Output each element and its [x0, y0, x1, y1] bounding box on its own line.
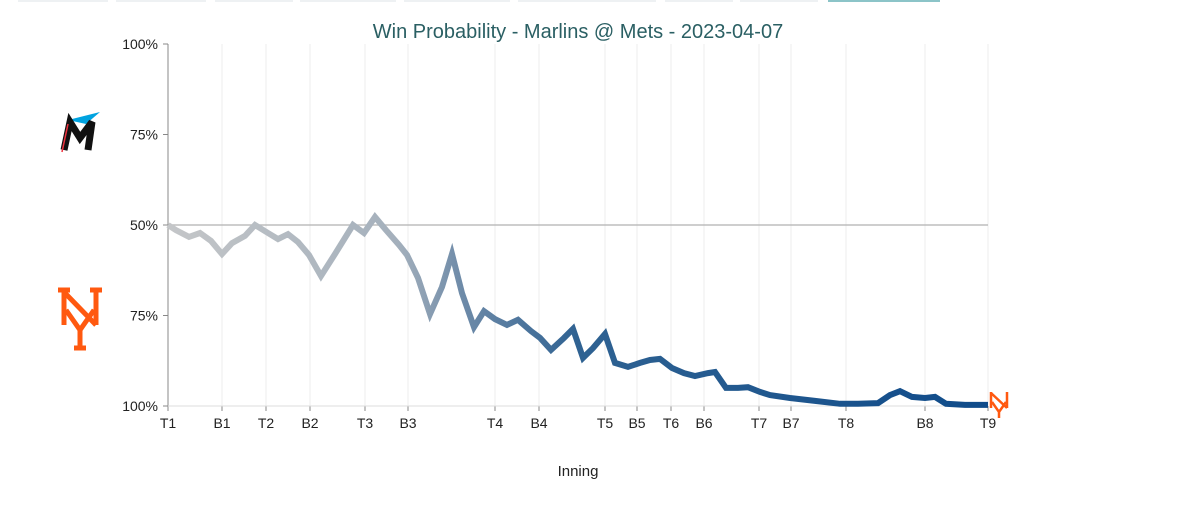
y-tick-label: 75% [130, 127, 158, 143]
x-tick-label: T5 [597, 415, 614, 431]
x-tick-label: T9 [980, 415, 997, 431]
x-axis-label: Inning [558, 463, 599, 480]
tab[interactable] [404, 0, 510, 2]
marlins-logo [60, 112, 100, 153]
y-axis: 100% 75% 50% 75% 100% [122, 36, 168, 414]
x-tick-label: B7 [782, 415, 799, 431]
x-tick-label: T1 [160, 415, 177, 431]
y-tick-label: 100% [122, 36, 158, 52]
mets-end-marker-icon [989, 392, 1009, 418]
x-tick-label: T2 [258, 415, 275, 431]
tab[interactable] [740, 0, 818, 2]
x-axis: T1 B1 T2 B2 T3 B3 T4 B4 T5 B5 T6 B6 T7 B7 T8 B8 T9 [160, 405, 997, 431]
x-tick-label: B4 [530, 415, 547, 431]
win-probability-line [166, 212, 988, 408]
tab[interactable] [18, 0, 108, 2]
y-tick-label: 100% [122, 398, 158, 414]
mets-logo [58, 287, 102, 351]
tab-active[interactable] [828, 0, 940, 2]
x-tick-label: B2 [301, 415, 318, 431]
x-tick-label: B3 [399, 415, 416, 431]
tab[interactable] [116, 0, 206, 2]
y-tick-label: 50% [130, 217, 158, 233]
x-tick-label: B8 [916, 415, 933, 431]
x-tick-label: B6 [695, 415, 712, 431]
tab[interactable] [518, 0, 656, 2]
x-tick-label: B5 [628, 415, 645, 431]
x-tick-label: T4 [487, 415, 504, 431]
x-tick-label: B1 [213, 415, 230, 431]
tab[interactable] [665, 0, 733, 2]
tab[interactable] [215, 0, 293, 2]
x-tick-label: T8 [838, 415, 855, 431]
tab[interactable] [300, 0, 396, 2]
x-tick-label: T7 [751, 415, 768, 431]
x-tick-label: T3 [357, 415, 374, 431]
y-tick-label: 75% [130, 308, 158, 324]
x-tick-label: T6 [663, 415, 680, 431]
tab-strip [0, 0, 1200, 3]
chart-title: Win Probability - Marlins @ Mets - 2023-… [373, 21, 783, 43]
